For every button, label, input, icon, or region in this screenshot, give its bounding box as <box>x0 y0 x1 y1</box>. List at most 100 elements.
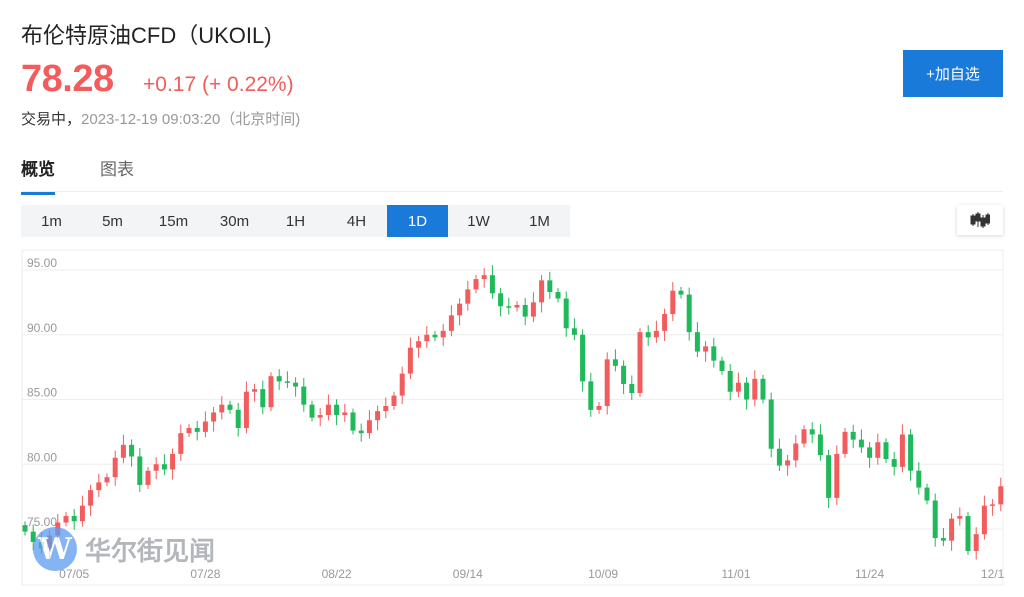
candle-body <box>153 464 159 471</box>
candle-body <box>596 405 602 410</box>
candle-body <box>137 456 143 485</box>
last-price: 78.28 <box>21 58 114 100</box>
candle-body <box>342 412 348 416</box>
instrument-title: 布伦特原油CFD（UKOIL) <box>21 23 272 48</box>
candle-body <box>407 347 413 374</box>
candle-body <box>875 442 881 458</box>
candle-body <box>506 306 512 308</box>
period-1m[interactable]: 1m <box>41 212 62 230</box>
period-15m[interactable]: 15m <box>158 212 189 230</box>
watermark-logo: W <box>33 527 77 571</box>
candle-body <box>727 371 733 392</box>
candle-body <box>129 444 135 457</box>
candle-body <box>612 359 618 366</box>
candle-body <box>489 275 495 294</box>
period-4h[interactable]: 4H <box>346 212 367 230</box>
candle-body <box>785 460 791 466</box>
candle-body <box>768 399 774 449</box>
x-tick-label: 07/05 <box>59 567 89 581</box>
y-tick-label: 80.00 <box>27 450 57 464</box>
candle-body <box>744 382 750 400</box>
candle-body <box>465 289 471 304</box>
candle-body <box>580 334 586 382</box>
tab-chart[interactable]: 图表 <box>100 160 134 179</box>
candle-body <box>842 431 848 454</box>
candle-body <box>645 332 651 338</box>
candle-body <box>325 404 331 416</box>
candle-body <box>735 382 741 392</box>
candle-body <box>268 376 274 408</box>
candle-body <box>719 360 725 372</box>
period-5m[interactable]: 5m <box>102 212 123 230</box>
candle-body <box>63 516 69 523</box>
candle-body <box>293 382 299 387</box>
candle-body <box>530 302 536 317</box>
status-label: 交易中， <box>21 111 82 128</box>
candle-body <box>670 290 676 315</box>
candle-body <box>399 373 405 396</box>
candle-body <box>383 405 389 412</box>
candle-body <box>227 404 233 410</box>
candle-body <box>170 453 176 470</box>
candle-body <box>194 427 200 432</box>
candle-body <box>809 429 815 435</box>
candle-body <box>79 505 85 522</box>
candle-body <box>276 376 282 382</box>
period-1mo[interactable]: 1M <box>529 212 550 230</box>
tab-overview[interactable]: 概览 <box>21 155 55 195</box>
period-30m[interactable]: 30m <box>219 212 250 230</box>
candle-body <box>924 487 930 501</box>
candle-body <box>711 346 717 361</box>
candle-body <box>686 294 692 333</box>
y-tick-label: 75.00 <box>27 515 57 529</box>
candle-body <box>71 516 77 522</box>
candle-body <box>908 434 914 471</box>
candle-body <box>760 378 766 400</box>
candle-body <box>514 304 520 308</box>
candle-body <box>211 412 217 422</box>
candle-body <box>219 404 225 413</box>
candle-body <box>547 280 553 293</box>
period-1d[interactable]: 1D <box>387 205 448 237</box>
candle-body <box>30 531 36 542</box>
candle-body <box>555 292 561 299</box>
candle-body <box>284 381 290 383</box>
x-tick-label: 09/14 <box>453 567 483 581</box>
candle-body <box>112 457 118 478</box>
period-1h[interactable]: 1H <box>285 212 306 230</box>
candle-body <box>752 378 758 400</box>
candle-body <box>178 433 184 454</box>
y-tick-label: 90.00 <box>27 321 57 335</box>
candlestick-chart[interactable]: 95.00 90.00 85.00 80.00 75.00 07/05 07/28 08/22… <box>0 248 1024 593</box>
x-tick-label: 11/24 <box>855 567 884 581</box>
candle-body <box>940 538 946 541</box>
candle-body <box>998 486 1004 505</box>
candle-body <box>317 415 323 418</box>
candle-body <box>793 443 799 461</box>
candle-body <box>260 389 266 408</box>
candle-body <box>653 330 659 338</box>
period-selector: 1m 5m 15m 30m 1H 4H 1D 1W 1M <box>21 205 570 237</box>
candle-body <box>22 525 28 532</box>
candle-body <box>973 534 979 552</box>
add-to-watchlist-button[interactable]: +加自选 <box>903 50 1003 97</box>
candle-body <box>161 464 167 470</box>
candle-body <box>817 434 823 456</box>
candle-body <box>358 430 364 434</box>
candle-body <box>88 490 94 506</box>
candle-body <box>850 431 856 440</box>
watermark: W 华尔街见闻 <box>33 527 215 571</box>
candle-body <box>604 359 610 406</box>
candle-body <box>776 448 782 466</box>
candle-body <box>375 411 381 421</box>
price-change: +0.17 (+ 0.22%) <box>143 73 294 96</box>
candle-body <box>990 504 996 506</box>
candle-body <box>899 434 905 467</box>
candle-body <box>120 444 126 458</box>
period-1w[interactable]: 1W <box>467 212 490 230</box>
chart-type-button[interactable] <box>957 205 1003 235</box>
candle-body <box>801 429 807 444</box>
candle-body <box>416 341 422 348</box>
candle-body <box>867 447 873 458</box>
candle-body <box>334 404 340 416</box>
